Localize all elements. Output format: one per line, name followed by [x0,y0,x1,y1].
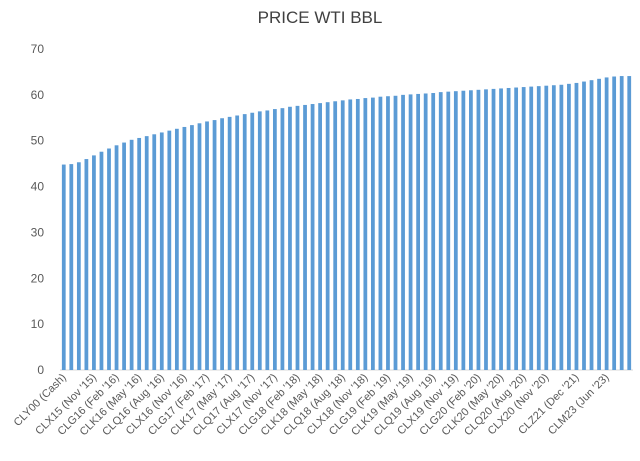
bar [453,91,458,370]
bar [257,111,262,371]
bar [61,164,66,370]
y-tick-label: 30 [31,225,45,239]
bar [265,110,270,370]
bar [499,88,503,370]
bar [212,120,217,370]
bar [197,123,202,370]
bar [190,125,194,371]
bar [551,85,556,370]
bar [536,86,541,370]
bar [99,151,104,370]
bar [604,77,609,371]
bar [567,83,571,370]
bar [627,76,632,370]
bar [461,90,466,370]
bar [303,104,307,370]
bar [76,162,81,370]
bar [484,89,488,370]
bar [416,93,421,370]
bar [529,86,534,370]
bar [310,104,315,370]
chart-title: PRICE WTI BBL [257,8,383,27]
bar [137,137,142,370]
bar [122,142,126,370]
bar [92,155,96,370]
bar [612,76,617,370]
bar [446,91,451,371]
bar [235,115,240,371]
bar [318,103,322,371]
bar [84,159,89,370]
bar [129,139,134,370]
bar [582,81,586,370]
bar [491,88,496,371]
bar [408,94,413,371]
bar [438,92,443,371]
bar [272,109,277,370]
bar [355,98,360,370]
bar [521,87,526,370]
bar [242,114,247,371]
bar [340,100,345,371]
bar [205,121,209,370]
bar [574,82,579,371]
bar [386,96,390,370]
bar [371,97,375,371]
bar [476,89,481,370]
bar [220,118,224,371]
x-tick-label: CLY00 (Cash) [12,372,69,429]
bar [589,80,594,371]
bar [393,95,398,371]
bar [325,102,330,370]
y-tick-label: 10 [31,317,45,331]
y-tick-label: 70 [31,42,45,56]
y-tick-label: 40 [31,180,45,194]
bar [506,87,511,370]
bar [597,78,601,370]
bar [544,85,549,370]
bar [69,164,74,370]
bar [559,84,564,371]
bar [107,148,111,370]
bar [159,132,164,370]
y-tick-label: 60 [31,88,45,102]
bar [378,96,383,370]
bar [333,101,338,370]
y-tick-label: 50 [31,134,45,148]
bar [401,94,405,371]
y-tick-label: 20 [31,271,45,285]
bar [514,87,519,371]
bar [431,93,436,371]
bar [363,98,368,370]
bar [250,112,255,371]
bar [469,90,473,371]
bar [227,116,232,371]
bar [280,108,285,370]
bar [348,99,353,370]
y-tick-label: 0 [37,363,44,377]
bar [114,145,119,370]
bar [295,105,300,371]
bar [144,136,149,370]
bar [152,134,157,370]
bar [182,126,187,371]
bar [423,93,428,370]
bar [619,76,624,370]
bar [174,128,179,370]
bar [288,106,292,370]
bar [167,130,172,370]
